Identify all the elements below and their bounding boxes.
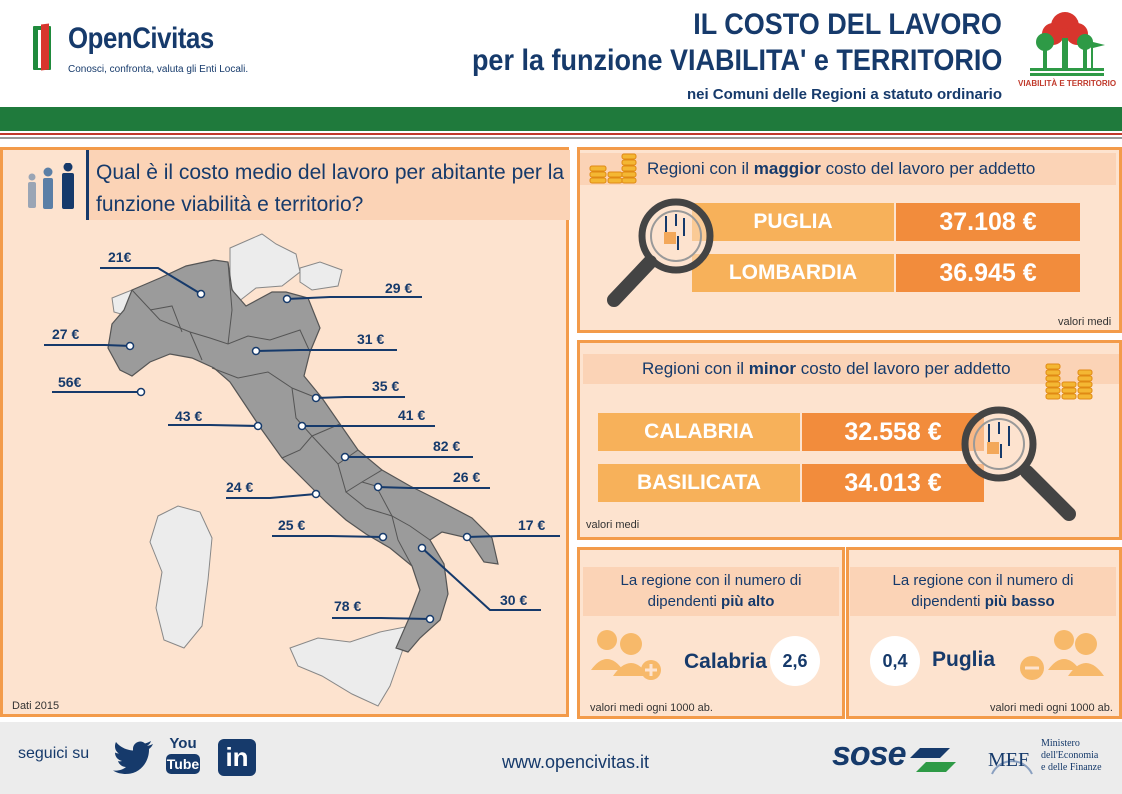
map-value-label: 24 € xyxy=(226,479,254,495)
map-value-label: 41 € xyxy=(398,407,426,423)
highest-value-2: 36.945 € xyxy=(896,254,1080,292)
highest-note: valori medi xyxy=(1058,316,1112,328)
twitter-icon[interactable] xyxy=(112,740,154,774)
employees-low-value: 0,4 xyxy=(870,636,920,686)
divider-gray xyxy=(0,137,1122,139)
lowest-note: valori medi xyxy=(586,519,640,531)
magnifier-icon xyxy=(961,406,1076,521)
lowest-cost-title: Regioni con il minor costo del lavoro pe… xyxy=(642,359,1011,378)
map-value-label: 30 € xyxy=(500,592,528,608)
lowest-value-1: 32.558 € xyxy=(802,413,984,451)
mef-emblem-icon xyxy=(991,760,1033,775)
map-value-label: 17 € xyxy=(518,517,546,533)
map-value-label: 43 € xyxy=(175,408,203,424)
map-callouts xyxy=(44,267,560,624)
map-value-label: 82 € xyxy=(433,438,461,454)
youtube-label-bottom: Tube xyxy=(166,754,200,774)
page-title-line2: per la funzione VIABILITA' e TERRITORIO xyxy=(471,44,1002,77)
map-value-label: 26 € xyxy=(453,469,481,485)
source-note: Dati 2015 xyxy=(12,700,60,712)
highest-cost-title: Regioni con il maggior costo del lavoro … xyxy=(647,159,1036,178)
employees-high-title: La regione con il numero di dipendenti p… xyxy=(620,572,802,610)
lowest-region-1: CALABRIA xyxy=(598,413,800,451)
map-value-label: 29 € xyxy=(385,280,413,296)
sose-logo[interactable]: sose xyxy=(832,735,906,773)
ministero-label: Ministero dell'Economia e delle Finanze xyxy=(1041,738,1102,773)
youtube-label-top: You xyxy=(169,735,197,752)
lowest-cost-band xyxy=(583,354,1119,384)
page-subtitle: nei Comuni delle Regioni a statuto ordin… xyxy=(686,86,1002,103)
map-value-label: 25 € xyxy=(278,517,306,533)
tree-icon xyxy=(1030,12,1105,76)
map-value-label: 21€ xyxy=(108,249,132,265)
map-value-label: 78 € xyxy=(334,598,362,614)
map-value-label: 56€ xyxy=(58,374,82,390)
employees-low-note: valori medi ogni 1000 ab. xyxy=(990,702,1113,714)
sose-logo-mark xyxy=(910,748,956,772)
question-accent xyxy=(86,150,89,220)
question-band xyxy=(87,150,570,220)
coins-icon xyxy=(589,153,637,184)
italy-map xyxy=(107,233,499,707)
employees-high-band xyxy=(583,567,839,616)
header: OpenCivitas Conosci, confronta, valuta g… xyxy=(0,0,1122,107)
employees-low-band xyxy=(850,567,1116,616)
logo-tagline: Conosci, confronta, valuta gli Enti Loca… xyxy=(68,64,249,75)
lowest-region-2: BASILICATA xyxy=(598,464,800,502)
map-value-label: 35 € xyxy=(372,378,400,394)
highest-region-1: PUGLIA xyxy=(692,203,894,241)
employees-low-region: Puglia xyxy=(932,648,996,671)
people-minus-icon xyxy=(1020,630,1104,680)
map-value-label: 27 € xyxy=(52,326,80,342)
employees-low-title: La regione con il numero di dipendenti p… xyxy=(892,572,1074,610)
map-value-label: 31 € xyxy=(357,331,385,347)
employees-high-note: valori medi ogni 1000 ab. xyxy=(590,702,713,714)
mef-logo[interactable]: MEF xyxy=(988,749,1030,771)
map-question: Qual è il costo medio del lavoro per abi… xyxy=(96,161,565,216)
follow-label: seguici su xyxy=(18,745,90,762)
employees-high-value: 2,6 xyxy=(770,636,820,686)
people-icon xyxy=(28,163,74,209)
linkedin-icon[interactable]: in xyxy=(218,739,256,776)
logo-title[interactable]: OpenCivitas xyxy=(68,22,214,55)
magnifier-icon xyxy=(607,198,714,307)
linkedin-label: in xyxy=(225,742,249,772)
divider-red xyxy=(0,133,1122,135)
youtube-icon[interactable]: You Tube xyxy=(166,736,200,776)
coins-icon xyxy=(1045,363,1093,400)
divider-green xyxy=(0,107,1122,131)
highest-value-1: 37.108 € xyxy=(896,203,1080,241)
tree-caption: VIABILITÀ E TERRITORIO xyxy=(1018,79,1117,88)
highest-region-2: LOMBARDIA xyxy=(692,254,894,292)
page-title-line1: IL COSTO DEL LAVORO xyxy=(693,8,1002,41)
people-plus-icon xyxy=(591,630,661,680)
highest-cost-band xyxy=(580,153,1116,185)
website-link[interactable]: www.opencivitas.it xyxy=(502,752,650,772)
employees-high-region: Calabria xyxy=(684,650,767,673)
lowest-value-2: 34.013 € xyxy=(802,464,984,502)
